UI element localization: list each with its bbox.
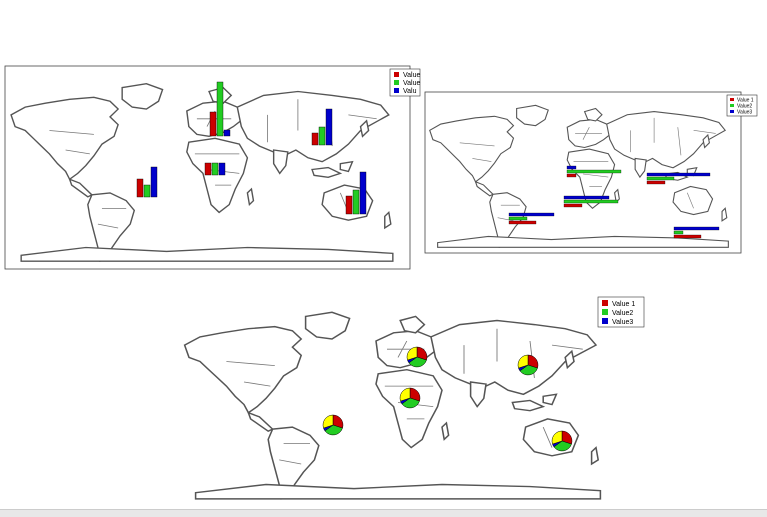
panel1-bar-west-africa-2 (211, 162, 219, 176)
panel1-legend-swatch-2 (394, 80, 399, 85)
panel1-bar-west-africa-1 (204, 162, 212, 176)
panel2-legend: Value 1 Value2 Value3 (726, 94, 758, 117)
panel1-bar-east-asia-2 (318, 126, 326, 146)
panel2-bar-europe-2 (566, 169, 622, 174)
panel2-bar-africa-3 (563, 195, 610, 200)
panel2-legend-box (726, 94, 758, 117)
panel2-bar-asia-1 (646, 180, 666, 185)
panel2-legend-label-3: Value3 (737, 110, 752, 116)
panel1-legend-label-1: Value (403, 72, 420, 79)
panel1-bar-australia-3 (359, 171, 367, 215)
panel1-bar-east-asia-3 (325, 108, 333, 146)
panel3-pie-south-america-slice-4 (322, 414, 334, 429)
window-bottom-bar (0, 509, 767, 517)
panel1-legend: Value Value Valu (389, 68, 420, 97)
panel-pie-map: Value 1 Value2 Value3 (183, 296, 645, 500)
panel2-bar-asia-3 (646, 172, 711, 177)
panel3-pie-australia-slice-4 (551, 430, 563, 445)
panel1-bar-south-america-3 (150, 166, 158, 198)
panel2-bar-asia-2 (646, 176, 675, 181)
panel3-legend-label-1: Value 1 (612, 301, 635, 308)
panel3-pie-europe-slice-4 (406, 346, 418, 361)
panel3-pie-west-africa-slice-2 (401, 397, 420, 409)
panel1-bars (136, 81, 367, 215)
panel2-legend-label-2: Value2 (737, 104, 752, 110)
panel1-legend-swatch-3 (394, 88, 399, 93)
panel1-bar-australia-1 (345, 195, 353, 215)
panel3-pie-south-america-slice-2 (324, 424, 343, 436)
panel3-legend-label-2: Value2 (612, 310, 633, 317)
panel3-legend-swatch-3 (602, 318, 608, 324)
panel1-bar-europe-3 (223, 129, 231, 137)
panel3-pie-west-africa-slice-4 (399, 387, 411, 402)
panel2-frame (424, 91, 742, 254)
panel3-pie-europe-slice-2 (408, 356, 427, 368)
panel2-bar-australia-1 (673, 234, 702, 239)
panel2-bar-africa-2 (563, 199, 619, 204)
panel2-bar-south-america-3 (508, 212, 555, 217)
panel1-frame (4, 65, 411, 270)
panel2-legend-swatch-3 (730, 110, 734, 113)
panel3-world-map (183, 311, 602, 500)
panel2-bar-south-america-2 (508, 216, 528, 221)
panel2-world-map (429, 104, 729, 248)
panel2-bar-europe-1 (566, 173, 577, 178)
panel1-bar-australia-2 (352, 189, 360, 215)
panel2-legend-swatch-2 (730, 104, 734, 107)
panel1-legend-label-2: Value (403, 80, 420, 87)
panel2-bar-australia-2 (673, 230, 684, 235)
panel-bar-map-horizontal: Value 1 Value2 Value3 (424, 91, 758, 254)
panel2-bar-australia-3 (673, 226, 720, 231)
panel2-legend-swatch-1 (730, 98, 734, 101)
panel1-legend-label-3: Valu (403, 88, 417, 95)
panel3-legend: Value 1 Value2 Value3 (597, 296, 645, 328)
panel3-pie-australia-slice-2 (553, 440, 572, 452)
panel2-legend-label-1: Value 1 (737, 98, 754, 104)
panel1-legend-swatch-1 (394, 72, 399, 77)
panel2-bar-europe-3 (566, 165, 577, 170)
panel1-bar-west-africa-3 (218, 162, 226, 176)
panel2-bar-south-america-1 (508, 220, 537, 225)
panel1-bar-south-america-1 (136, 178, 144, 198)
panel3-legend-swatch-2 (602, 309, 608, 315)
panel3-pie-east-asia-slice-4 (517, 354, 529, 369)
panel1-bar-europe-1 (209, 111, 217, 137)
panel2-bar-africa-1 (563, 203, 583, 208)
panel3-legend-label-3: Value3 (612, 319, 633, 326)
panel1-bar-europe-2 (216, 81, 224, 137)
panel1-bar-east-asia-1 (311, 132, 319, 146)
panel3-legend-swatch-1 (602, 300, 608, 306)
panel-bar-map-vertical: Value Value Valu (4, 65, 420, 270)
panel1-world-map (10, 82, 394, 262)
panel3-pie-east-asia-slice-2 (519, 364, 538, 376)
panel1-bar-south-america-2 (143, 184, 151, 198)
panel3-pies (322, 346, 573, 452)
panel2-bars (508, 165, 720, 239)
